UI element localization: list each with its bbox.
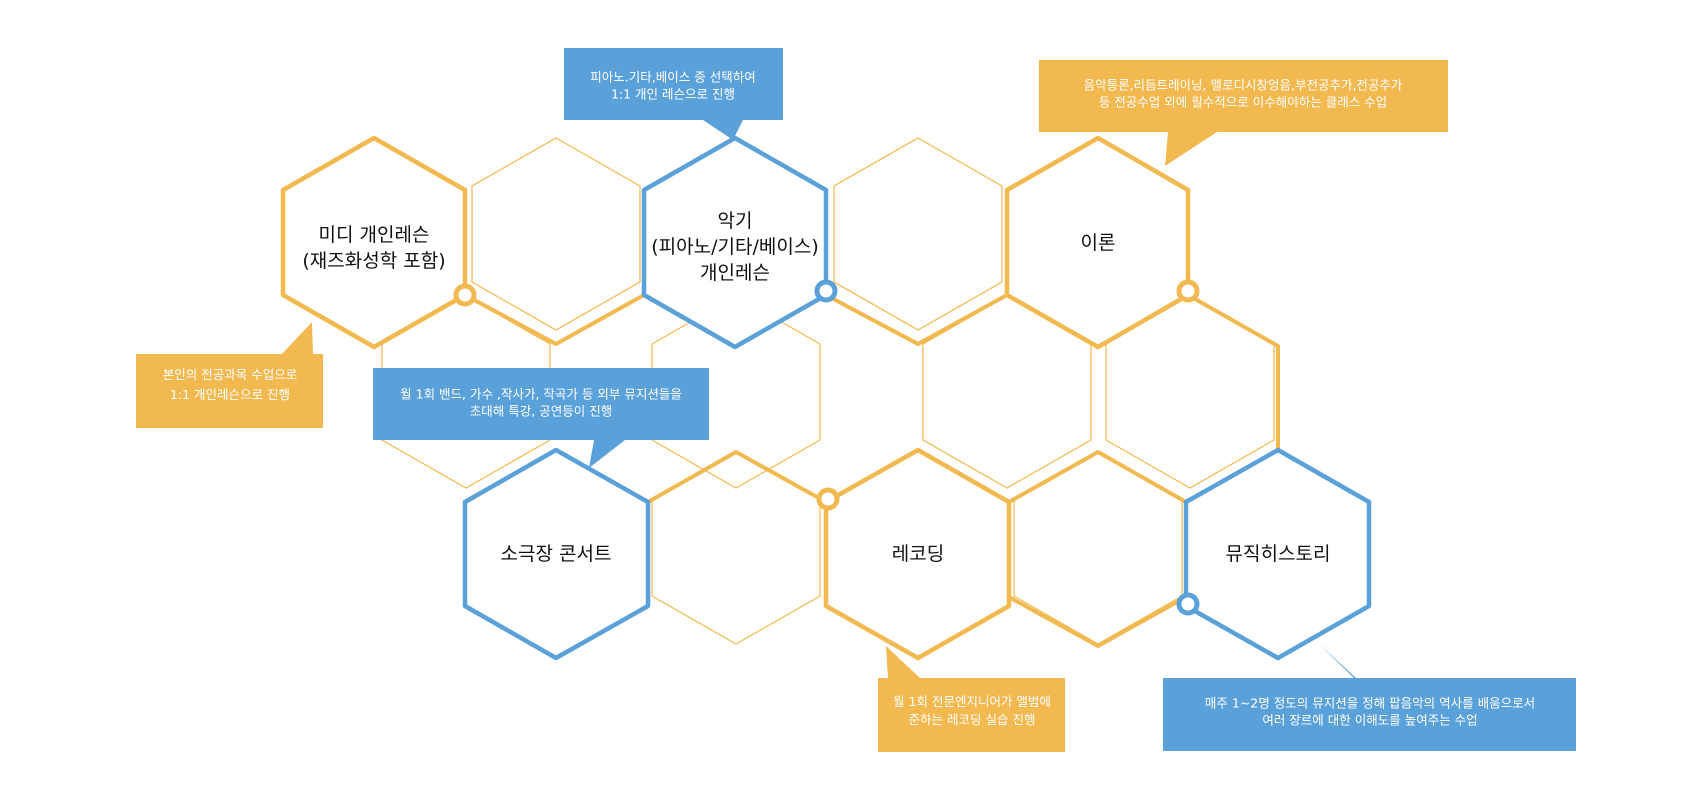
callout-midi: 본인의 전공과목 수업으로 1:1 개인레슨으로 진행 [136, 322, 323, 428]
connector-midi-instrument [463, 293, 646, 346]
text-line: 레코딩 [892, 543, 944, 565]
text-line: 개인레슨 [700, 262, 770, 284]
hex-recording-label: 레코딩 [892, 543, 944, 565]
connector-lines [463, 293, 1280, 648]
node-circle [816, 487, 840, 511]
text-line: 이론 [1081, 232, 1116, 254]
hex-recording[interactable]: 레코딩 [823, 447, 1012, 661]
text-line: 피아노.기타,베이스 중 선택하여 [590, 69, 755, 84]
callout-instrument-text: 피아노.기타,베이스 중 선택하여 1:1 개인 레슨으로 진행 [590, 69, 755, 101]
grid-hex [651, 295, 821, 489]
node-circle [1176, 592, 1200, 616]
text-line: 1:1 개인 레슨으로 진행 [611, 86, 735, 101]
callout-instrument: 피아노.기타,베이스 중 선택하여 1:1 개인 레슨으로 진행 [564, 48, 783, 140]
hex-history-label: 뮤직히스토리 [1226, 543, 1331, 565]
connector-concert-recording [646, 450, 828, 504]
hex-instrument-label: 악기 (피아노/기타/베이스) 개인레슨 [651, 210, 818, 284]
hex-history[interactable]: 뮤직히스토리 [1183, 447, 1372, 661]
hex-concert[interactable]: 소극장 콘서트 [462, 447, 651, 661]
node-circles [453, 279, 1200, 616]
text-line: 등 전공수업 외에 필수적으로 이수해야하는 클래스 수업 [1099, 94, 1387, 109]
hex-midi[interactable]: 미디 개인레슨 (재즈화성학 포함) [280, 135, 468, 350]
text-line: 악기 [718, 210, 753, 232]
node-circle [814, 279, 838, 303]
text-line: 월 1회 전문엔지니어가 앨범에 [893, 694, 1051, 709]
text-line: (재즈화성학 포함) [302, 250, 445, 272]
text-line: 초대해 특강, 공연등이 진행 [470, 403, 612, 418]
text-line: 미디 개인레슨 [319, 224, 430, 246]
node-circle [1176, 279, 1200, 303]
connector-theory-history [1186, 293, 1280, 454]
connector-instrument-theory [824, 293, 1009, 346]
text-line: 1:1 개인레슨으로 진행 [170, 387, 290, 402]
text-line: 음악통론,리듬트레이닝, 멜로디시창엉음,부전공추가,전공추가 [1084, 77, 1403, 92]
text-line: 월 1회 밴드, 가수 ,작사가, 작곡가 등 외부 뮤지션들을 [400, 386, 682, 401]
grid-hex [833, 137, 1003, 331]
hex-concert-label: 소극장 콘서트 [501, 543, 612, 565]
text-line: (피아노/기타/베이스) [651, 236, 818, 258]
grid-hex [651, 451, 821, 645]
text-line: 뮤직히스토리 [1226, 543, 1331, 565]
grid-hex [471, 137, 641, 331]
text-line: 소극장 콘서트 [501, 543, 612, 565]
hex-theory[interactable]: 이론 [1004, 135, 1191, 350]
connector-recording-lower [1007, 595, 1188, 648]
node-circle [453, 283, 477, 307]
callout-midi-text: 본인의 전공과목 수업으로 1:1 개인레슨으로 진행 [163, 367, 297, 402]
text-line: 매주 1~2명 정도의 뮤지션을 정해 팝음악의 역사를 배움으로서 [1205, 695, 1535, 710]
text-line: 본인의 전공과목 수업으로 [163, 367, 297, 382]
hex-theory-label: 이론 [1081, 232, 1116, 254]
hex-instrument[interactable]: 악기 (피아노/기타/베이스) 개인레슨 [641, 135, 829, 350]
text-line: 준하는 레코딩 실습 진행 [909, 712, 1036, 727]
connector-recording-history [1007, 450, 1188, 504]
hex-midi-label: 미디 개인레슨 (재즈화성학 포함) [302, 224, 445, 272]
text-line: 여러 장르에 대한 이해도를 높여주는 수업 [1262, 712, 1477, 727]
